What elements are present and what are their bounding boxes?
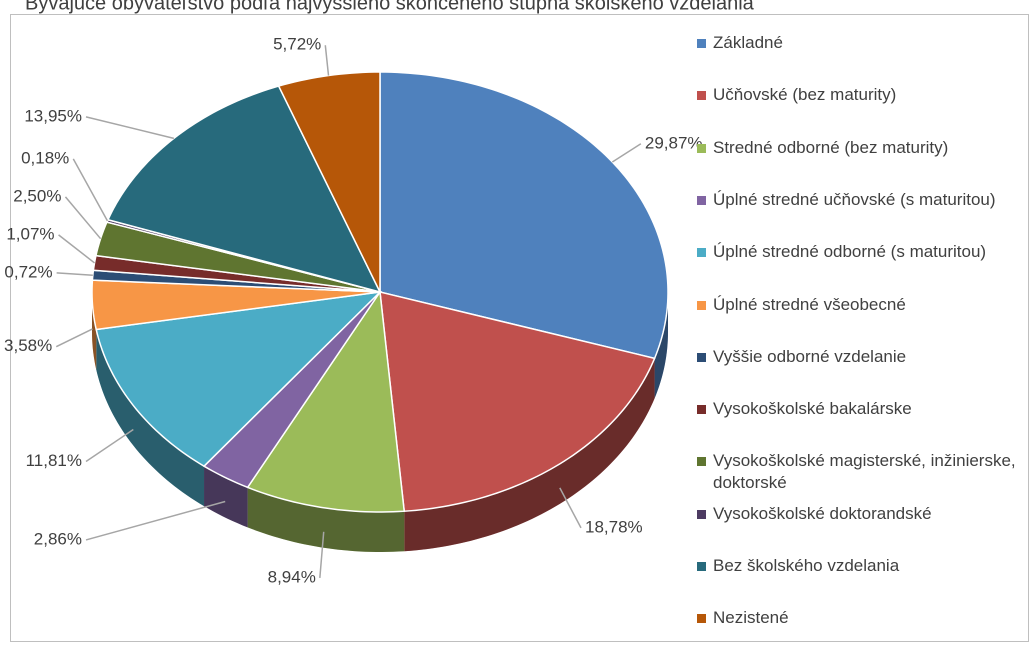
leader-line: [319, 531, 325, 579]
slices: [91, 71, 669, 513]
legend-swatch: [697, 562, 706, 571]
slice-side-shade: [654, 292, 668, 399]
legend-swatch: [697, 352, 706, 362]
legend-swatch: [697, 248, 706, 258]
legend-swatch: [697, 300, 706, 310]
legend-label: Bez školského vzdelania: [713, 556, 900, 575]
slice-side-shade: [247, 487, 405, 552]
legend-item: Základné: [697, 32, 1027, 54]
slice: [95, 290, 383, 468]
data-label: 5,72%: [273, 35, 321, 54]
legend-label: Stredné odborné (bez maturity): [713, 137, 949, 157]
leader-line: [58, 234, 95, 264]
legend-label: Vysokoškolské magisterské, inžinierske, …: [713, 451, 1016, 493]
legend-swatch: [697, 195, 706, 205]
legend-item: Vysokoškolské magisterské, inžinierske, …: [697, 450, 1027, 494]
chart-frame: [10, 14, 1029, 642]
data-label: 11,81%: [26, 451, 82, 470]
legend-swatch: [697, 39, 706, 48]
slice-side: [96, 329, 205, 507]
data-label: 0,18%: [21, 148, 69, 167]
leader-line: [56, 272, 93, 276]
leader-line: [324, 45, 330, 76]
leader-line: [55, 328, 93, 348]
legend-item: Úplné stredné všeobecné: [697, 294, 1027, 316]
legend-label: Vyššie odborné vzdelanie: [713, 346, 907, 366]
legend-item: Vysokoškolské bakalárske: [697, 398, 1027, 420]
slice-side: [204, 466, 248, 528]
legend-item: Učňovské (bez maturity): [697, 84, 1027, 106]
legend-swatch: [697, 91, 706, 101]
data-label: 1,07%: [6, 224, 54, 243]
slice: [277, 71, 381, 293]
legend-swatch: [697, 143, 706, 153]
leader-line: [64, 196, 102, 240]
leader-line: [611, 143, 642, 163]
legend-label: Učňovské (bez maturity): [713, 85, 897, 105]
data-label: 0,72%: [4, 262, 52, 281]
slice-side-shade: [96, 329, 205, 507]
slice-side: [654, 292, 668, 399]
legend-item: Úplné stredné odborné (s maturitou): [697, 241, 1027, 263]
slice-side: [404, 358, 655, 552]
legend-item: Vyššie odborné vzdelanie: [697, 346, 1027, 368]
legend-label: Úplné stredné odborné (s maturitou): [713, 242, 987, 262]
legend-item: Úplné stredné učňovské (s maturitou): [697, 189, 1027, 211]
legend-label: Vysokoškolské doktorandské: [713, 503, 932, 523]
data-label: 8,94%: [268, 567, 316, 586]
legend-swatch: [697, 405, 706, 415]
legend-label: Nezistené: [713, 608, 789, 628]
legend-label: Základné: [713, 33, 783, 52]
legend-item: Vysokoškolské doktorandské: [697, 503, 1027, 525]
leader-line: [85, 428, 134, 463]
chart-title: Bývajúce obyvateľstvo podľa najvyššieho …: [25, 0, 755, 14]
slice-side-shade: [404, 358, 655, 552]
leader-line: [85, 500, 226, 541]
data-label: 3,58%: [4, 336, 52, 355]
leader-line: [72, 158, 109, 222]
slice: [91, 279, 381, 331]
slice-side-shade: [204, 466, 248, 528]
legend-label: Úplné stredné učňovské (s maturitou): [713, 189, 996, 209]
slice-sides: [92, 292, 668, 552]
legend-item: Bez školského vzdelania: [697, 555, 1027, 577]
leader-line: [85, 116, 175, 140]
data-label: 13,95%: [24, 106, 82, 125]
legend-label: Úplné stredné všeobecné: [713, 294, 906, 314]
slice-side: [247, 487, 405, 552]
slice: [246, 289, 406, 513]
data-label: 2,50%: [13, 186, 61, 205]
legend-item: Nezistené: [697, 607, 1027, 629]
legend-item: Stredné odborné (bez maturity): [697, 137, 1027, 159]
data-label: 18,78%: [585, 517, 643, 536]
leader-line: [559, 487, 582, 529]
legend-swatch: [697, 457, 706, 467]
slice: [379, 291, 656, 513]
legend-label: Vysokoškolské bakalárske: [713, 399, 912, 419]
legend-swatch: [697, 614, 706, 624]
slice: [202, 291, 381, 489]
legend-swatch: [697, 509, 706, 519]
data-label: 2,86%: [34, 529, 82, 548]
data-label: 29,87%: [645, 133, 703, 152]
